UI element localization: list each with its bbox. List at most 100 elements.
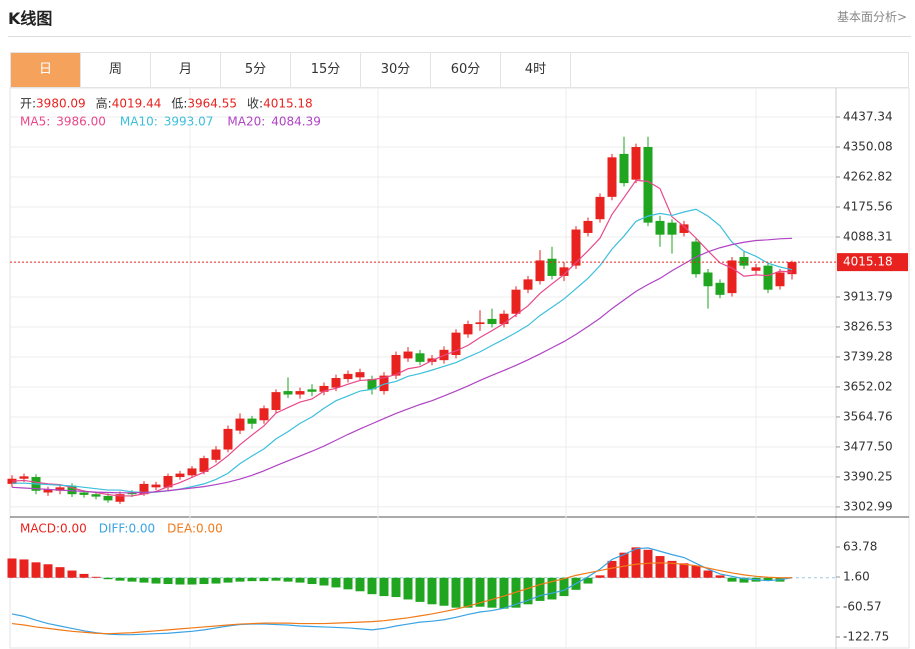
candle-body — [595, 196, 605, 220]
candle-body — [91, 494, 101, 497]
macd-bar — [331, 577, 341, 588]
macd-legend-value: 0.00 — [60, 522, 87, 536]
ma-legend-label: MA10: — [120, 115, 158, 129]
macd-bar — [763, 577, 773, 581]
candle-body — [271, 392, 281, 410]
candle-body — [535, 260, 545, 282]
macd-bar — [19, 559, 29, 578]
tab[interactable]: 月 — [151, 53, 221, 87]
macd-bar — [211, 577, 221, 584]
candle-body — [199, 458, 209, 472]
candle-body — [787, 262, 797, 275]
candle-body — [487, 318, 497, 325]
candle-body — [19, 476, 29, 479]
candle-body — [115, 494, 125, 502]
ohlc-value: 3980.09 — [36, 97, 86, 111]
macd-bar — [103, 577, 113, 580]
ohlc-label: 高: — [96, 96, 112, 111]
macd-legend-label: DEA: — [167, 522, 196, 536]
y-tick-label: -60.57 — [843, 599, 882, 613]
macd-bar — [679, 563, 689, 578]
tab[interactable]: 60分 — [431, 53, 501, 87]
macd-bar — [463, 577, 473, 608]
macd-bar — [7, 558, 17, 578]
candle-body — [7, 478, 17, 484]
macd-bar — [595, 575, 605, 578]
y-tick-label: 4088.31 — [843, 229, 893, 243]
ma-line — [11, 237, 793, 494]
candle-body — [55, 487, 65, 491]
macd-bar — [547, 577, 557, 600]
ohlc-value: 4019.44 — [112, 97, 162, 111]
macd-bar — [607, 560, 617, 578]
tab[interactable]: 15分 — [291, 53, 361, 87]
macd-bar — [175, 577, 185, 585]
candle-body — [103, 495, 113, 501]
macd-bar — [631, 547, 641, 578]
y-tick-label: 63.78 — [843, 540, 877, 554]
candle-body — [463, 324, 473, 335]
macd-bar — [79, 573, 89, 578]
tab[interactable]: 周 — [81, 53, 151, 87]
last-price-label: 4015.18 — [843, 255, 893, 269]
macd-bar — [583, 577, 593, 584]
fundamental-link[interactable]: 基本面分析> — [836, 10, 907, 24]
candle-body — [655, 220, 665, 235]
candle-body — [751, 267, 761, 271]
candle-body — [391, 354, 401, 376]
macd-bar — [451, 577, 461, 608]
candle-body — [739, 257, 749, 266]
tab[interactable]: 日 — [11, 53, 81, 87]
y-tick-label: 3390.25 — [843, 469, 893, 483]
y-tick-label: 3913.79 — [843, 289, 893, 303]
candle-body — [175, 473, 185, 478]
candle-body — [451, 332, 461, 355]
macd-bar — [187, 577, 197, 585]
tab[interactable]: 5分 — [221, 53, 291, 87]
y-tick-label: 3477.50 — [843, 439, 893, 453]
tab[interactable]: 30分 — [361, 53, 431, 87]
macd-bar — [67, 570, 77, 578]
ohlc-label: 开: — [20, 97, 36, 111]
macd-legend-label: DIFF: — [99, 522, 129, 536]
macd-bar — [283, 577, 293, 582]
candle-body — [499, 313, 509, 325]
macd-bar — [655, 556, 665, 578]
candle-body — [355, 372, 365, 378]
macd-bar — [127, 577, 137, 582]
macd-line — [11, 547, 793, 636]
candle-body — [379, 375, 389, 392]
y-tick-label: 4437.34 — [843, 109, 893, 123]
ohlc-label: 低: — [171, 97, 187, 111]
candle-body — [631, 147, 641, 180]
candle-body — [295, 391, 305, 395]
candle-body — [403, 351, 413, 359]
tab[interactable]: 4时 — [501, 53, 571, 87]
candle-body — [367, 379, 377, 390]
y-tick-label: 3826.53 — [843, 319, 893, 333]
macd-bar — [703, 570, 713, 578]
macd-bar — [739, 577, 749, 583]
macd-bar — [715, 575, 725, 578]
macd-bar — [439, 577, 449, 606]
candle-body — [283, 391, 293, 395]
macd-bar — [223, 577, 233, 583]
macd-bar — [499, 577, 509, 609]
macd-bar — [31, 562, 41, 578]
candle-body — [619, 153, 629, 184]
candle-body — [79, 492, 89, 495]
macd-bar — [355, 577, 365, 592]
ma-legend-label: MA20: — [227, 115, 265, 129]
macd-bar — [271, 577, 281, 581]
ma-legend-value: 3986.00 — [56, 115, 106, 129]
macd-bar — [343, 577, 353, 590]
candle-body — [343, 373, 353, 380]
ma-legend-value: 3993.07 — [164, 115, 214, 129]
macd-bar — [235, 577, 245, 582]
ma-legend-value: 4084.39 — [271, 115, 321, 129]
macd-line — [11, 562, 792, 635]
ma-legend-label: MA5: — [20, 115, 50, 129]
macd-bar — [319, 577, 329, 586]
